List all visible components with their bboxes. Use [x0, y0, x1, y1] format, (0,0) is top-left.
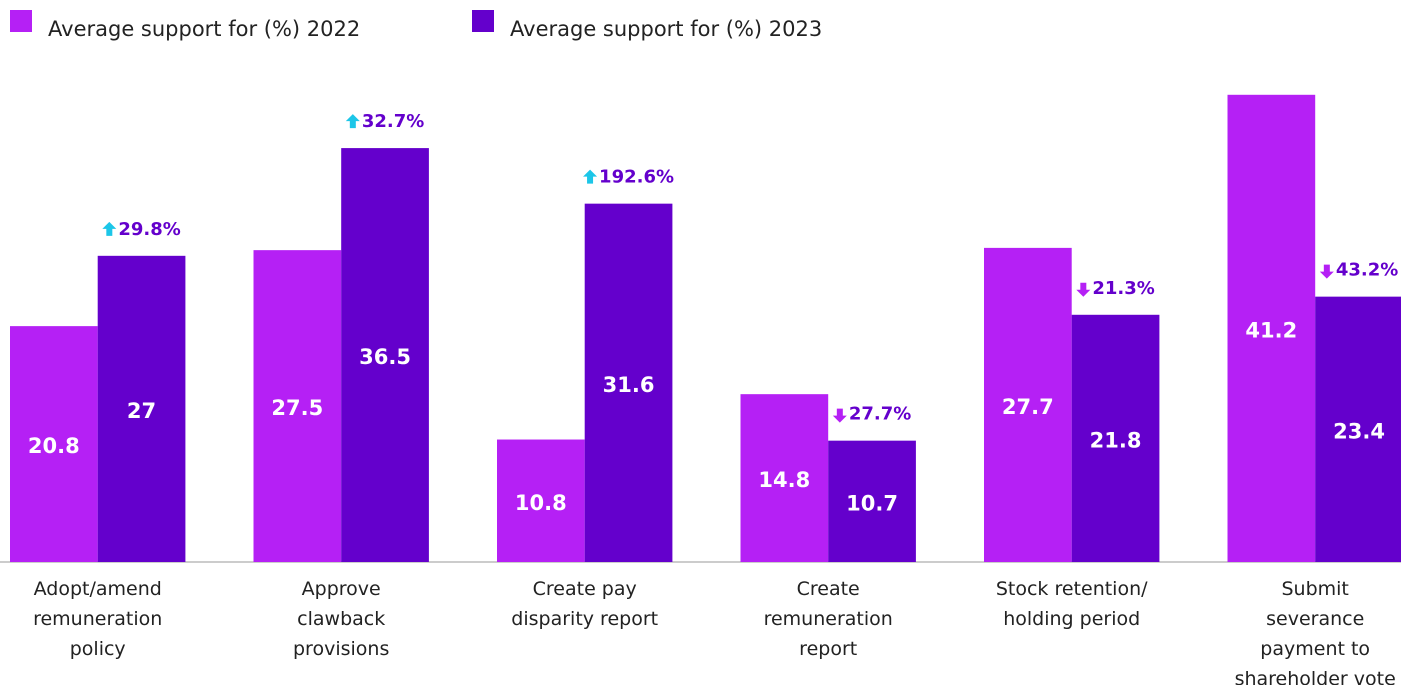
x-tick-label: Create remuneration report: [763, 578, 893, 660]
change-label: 192.6%: [599, 167, 674, 188]
value-label: 27.5: [271, 396, 323, 420]
change-label: 32.7%: [362, 111, 424, 132]
change-label: 27.7%: [849, 404, 911, 425]
bar: [828, 440, 916, 562]
legend-swatch: [10, 10, 32, 32]
change-label: 29.8%: [118, 219, 180, 240]
legend-label: Average support for (%) 2023: [510, 17, 822, 41]
bar: [740, 394, 829, 562]
bar: [341, 148, 429, 562]
bar: [10, 326, 98, 562]
bar: [1071, 314, 1160, 562]
value-label: 27: [127, 399, 156, 423]
value-label: 20.8: [28, 434, 80, 458]
change-label: 21.3%: [1092, 278, 1154, 299]
bar: [497, 439, 585, 562]
value-label: 31.6: [603, 373, 655, 397]
x-tick-label: Stock retention/ holding period: [995, 578, 1148, 630]
value-label: 41.2: [1245, 318, 1297, 342]
value-label: 21.8: [1090, 428, 1142, 452]
x-tick-label: Create pay disparity report: [511, 578, 659, 630]
change-arrow: [583, 169, 598, 184]
bar: [584, 203, 673, 562]
change-arrow: [1076, 282, 1091, 297]
bar: [1227, 94, 1316, 563]
bar: [984, 247, 1072, 562]
x-tick-label: Approve clawback provisions: [293, 578, 390, 660]
value-label: 36.5: [359, 345, 411, 369]
value-label: 10.8: [515, 491, 567, 515]
x-tick-label: Submit severance payment to shareholder …: [1234, 578, 1396, 685]
value-label: 27.7: [1002, 395, 1054, 419]
change-arrow: [102, 221, 117, 236]
value-label: 23.4: [1333, 419, 1385, 443]
x-tick-label: Adopt/amend remuneration policy: [33, 578, 163, 660]
value-label: 10.7: [846, 491, 898, 515]
bar: [97, 255, 186, 562]
change-arrow: [345, 114, 360, 129]
bar: [1315, 296, 1401, 562]
legend-label: Average support for (%) 2022: [48, 17, 360, 41]
legend-swatch: [472, 10, 494, 32]
bar: [253, 250, 342, 562]
change-label: 43.2%: [1336, 260, 1398, 281]
change-arrow: [832, 408, 847, 423]
change-arrow: [1319, 264, 1334, 279]
value-label: 14.8: [758, 468, 810, 492]
